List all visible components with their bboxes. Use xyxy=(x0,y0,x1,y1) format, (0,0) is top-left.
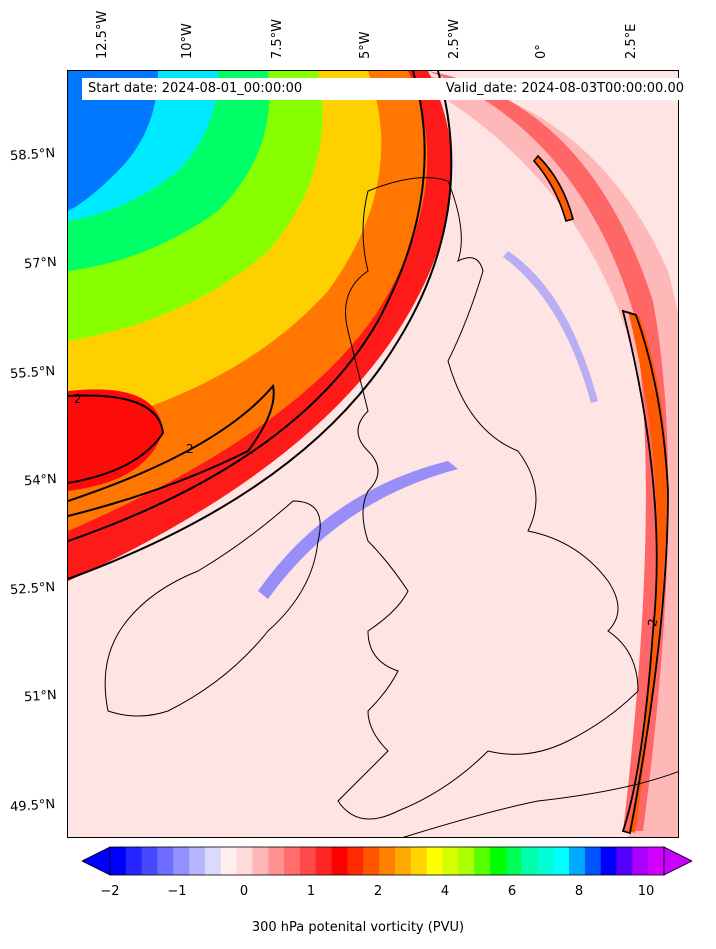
colorbar-segment xyxy=(395,847,411,875)
colorbar-segment xyxy=(617,847,633,875)
lat-label-58-5n: 58.5°N xyxy=(10,146,56,164)
colorbar-tick-2: 2 xyxy=(374,884,382,899)
lat-label-52-5n: 52.5°N xyxy=(10,580,56,598)
colorbar-segment xyxy=(411,847,427,875)
colorbar-tick-10: 10 xyxy=(638,884,655,899)
colorbar-segment xyxy=(632,847,648,875)
colorbar-segment xyxy=(237,847,253,875)
colorbar-segment xyxy=(379,847,395,875)
colorbar-segment xyxy=(268,847,284,875)
colorbar-segment xyxy=(442,847,458,875)
colorbar-segment xyxy=(221,847,237,875)
colorbar-segment xyxy=(506,847,522,875)
colorbar-segment xyxy=(522,847,538,875)
colorbar-segment xyxy=(363,847,379,875)
colorbar-segment xyxy=(648,847,664,875)
lat-label-49-5n: 49.5°N xyxy=(10,797,56,815)
colorbar-tick-0: 0 xyxy=(240,884,248,899)
colorbar-segment xyxy=(332,847,348,875)
colorbar-segment xyxy=(316,847,332,875)
lon-label-12-5w: 12.5°W xyxy=(95,11,110,59)
colorbar-tick-m2: −2 xyxy=(100,884,119,899)
lon-label-10w: 10°W xyxy=(180,23,195,59)
colorbar-segment xyxy=(537,847,553,875)
lat-label-54n: 54°N xyxy=(24,472,58,489)
colorbar-tick-8: 8 xyxy=(575,884,583,899)
lat-label-57n: 57°N xyxy=(24,255,58,272)
colorbar-segment xyxy=(142,847,158,875)
colorbar xyxy=(82,845,692,877)
colorbar-segment xyxy=(252,847,268,875)
colorbar-segment xyxy=(585,847,601,875)
colorbar-segment xyxy=(569,847,585,875)
colorbar-label: 300 hPa potenital vorticity (PVU) xyxy=(0,920,716,935)
valid-date-label: Valid_date: 2024-08-03T00:00:00.00 xyxy=(446,78,684,100)
lon-label-7-5w: 7.5°W xyxy=(270,19,285,59)
colorbar-segment xyxy=(458,847,474,875)
lon-label-2-5e: 2.5°E xyxy=(624,24,639,59)
colorbar-tick-6: 6 xyxy=(508,884,516,899)
colorbar-segment xyxy=(157,847,173,875)
lon-label-5w: 5°W xyxy=(358,31,373,59)
info-box: Start date: 2024-08-01_00:00:00 Valid_da… xyxy=(82,78,690,100)
colorbar-segment xyxy=(553,847,569,875)
colorbar-segment xyxy=(173,847,189,875)
colorbar-segment xyxy=(126,847,142,875)
contour-label-mid: 2 xyxy=(186,442,194,456)
colorbar-extend-high xyxy=(664,847,692,875)
colorbar-extend-low xyxy=(82,847,110,875)
colorbar-tick-1: 1 xyxy=(307,884,315,899)
start-date-label: Start date: 2024-08-01_00:00:00 xyxy=(88,78,302,100)
lat-label-51n: 51°N xyxy=(24,688,58,705)
colorbar-tick-4: 4 xyxy=(441,884,449,899)
contour-label-west: 2 xyxy=(74,392,82,406)
colorbar-segment xyxy=(189,847,205,875)
colorbar-tick-m1: −1 xyxy=(167,884,186,899)
map-frame[interactable]: 2 2 2 xyxy=(67,70,679,838)
colorbar-segment xyxy=(205,847,221,875)
colorbar-segment xyxy=(284,847,300,875)
colorbar-segment xyxy=(347,847,363,875)
colorbar-segment xyxy=(490,847,506,875)
lon-label-0: 0° xyxy=(534,44,549,59)
lon-label-2-5w: 2.5°W xyxy=(447,19,462,59)
lat-label-55-5n: 55.5°N xyxy=(10,364,56,382)
colorbar-segment xyxy=(601,847,617,875)
colorbar-segment xyxy=(300,847,316,875)
colorbar-segment xyxy=(110,847,126,875)
pv-field-map: 2 2 2 xyxy=(68,71,679,838)
colorbar-segment xyxy=(427,847,443,875)
colorbar-segment xyxy=(474,847,490,875)
